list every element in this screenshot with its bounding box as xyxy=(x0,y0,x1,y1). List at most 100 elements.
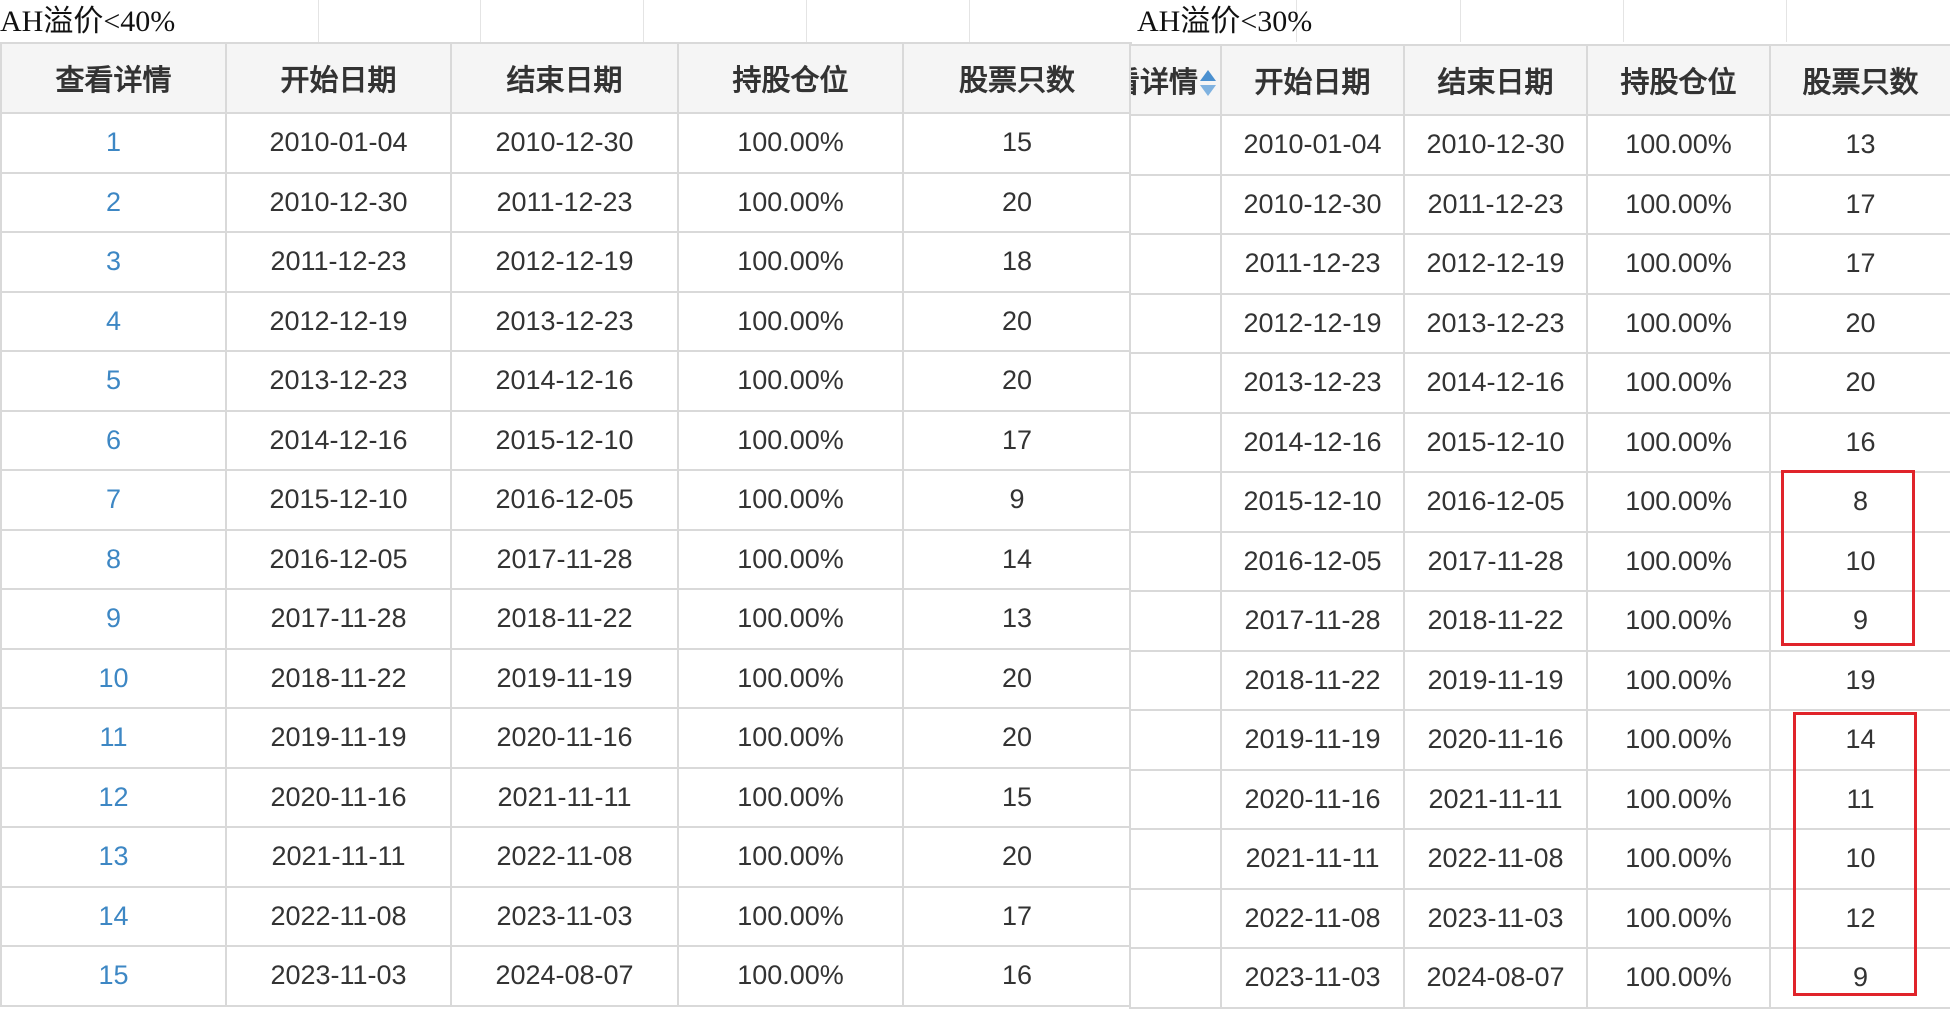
cell-start-date: 2022-11-08 xyxy=(1220,887,1405,949)
header-stock-count[interactable]: 股票只数 xyxy=(1769,44,1950,116)
cell-view-details[interactable]: 10 xyxy=(1129,649,1222,711)
cell-view-details[interactable]: 1 xyxy=(0,112,227,174)
header-position[interactable]: 持股仓位 xyxy=(1586,44,1771,116)
header-end-date[interactable]: 结束日期 xyxy=(1403,44,1588,116)
detail-link[interactable]: 6 xyxy=(1132,414,1182,470)
cell-start-date: 2018-11-22 xyxy=(225,647,452,709)
cell-view-details[interactable]: 8 xyxy=(0,528,227,590)
cell-start-date: 2023-11-03 xyxy=(1220,947,1405,1009)
cell-view-details[interactable]: 15 xyxy=(0,945,227,1007)
cell-position: 100.00% xyxy=(677,885,904,947)
cell-view-details[interactable]: 14 xyxy=(1129,887,1222,949)
detail-link[interactable]: 13 xyxy=(1132,831,1182,887)
header-end-date[interactable]: 结束日期 xyxy=(450,42,679,114)
cell-stock-count: 9 xyxy=(1769,947,1950,1009)
sort-updown-icon[interactable] xyxy=(1198,68,1218,98)
cell-start-date: 2014-12-16 xyxy=(225,409,452,471)
cell-end-date: 2024-08-07 xyxy=(450,945,679,1007)
header-start-date[interactable]: 开始日期 xyxy=(1220,44,1405,116)
cell-view-details[interactable]: 3 xyxy=(1129,233,1222,295)
cell-position: 100.00% xyxy=(1586,768,1771,830)
detail-link[interactable]: 10 xyxy=(1132,652,1182,708)
cell-start-date: 2011-12-23 xyxy=(225,231,452,293)
cell-view-details[interactable]: 13 xyxy=(0,826,227,888)
sheet-gridline xyxy=(806,0,807,42)
table-row: 2 2010-12-30 2011-12-23 100.00% 20 xyxy=(0,171,1132,233)
header-position[interactable]: 持股仓位 xyxy=(677,42,904,114)
cell-end-date: 2010-12-30 xyxy=(1403,114,1588,176)
cell-position: 100.00% xyxy=(677,766,904,828)
cell-view-details[interactable]: 7 xyxy=(0,469,227,531)
cell-view-details[interactable]: 4 xyxy=(1129,292,1222,354)
cell-view-details[interactable]: 4 xyxy=(0,290,227,352)
header-label: 查看详情 xyxy=(1132,67,1198,99)
cell-view-details[interactable]: 5 xyxy=(0,350,227,412)
cell-view-details[interactable]: 2 xyxy=(0,171,227,233)
cell-view-details[interactable]: 2 xyxy=(1129,173,1222,235)
cell-position: 100.00% xyxy=(1586,828,1771,890)
cell-view-details[interactable]: 15 xyxy=(1129,947,1222,1009)
header-view-details[interactable]: 查看详情 xyxy=(1129,44,1222,116)
detail-link[interactable]: 1 xyxy=(1132,117,1182,173)
cell-view-details[interactable]: 5 xyxy=(1129,352,1222,414)
detail-link[interactable]: 15 xyxy=(1132,950,1182,1006)
cell-stock-count: 20 xyxy=(902,171,1132,233)
detail-link[interactable]: 4 xyxy=(1132,295,1182,351)
cell-view-details[interactable]: 11 xyxy=(1129,709,1222,771)
cell-view-details[interactable]: 10 xyxy=(0,647,227,709)
cell-start-date: 2013-12-23 xyxy=(225,350,452,412)
cell-end-date: 2016-12-05 xyxy=(450,469,679,531)
cell-view-details[interactable]: 7 xyxy=(1129,471,1222,533)
cell-view-details[interactable]: 14 xyxy=(0,885,227,947)
header-stock-count[interactable]: 股票只数 xyxy=(902,42,1132,114)
cell-view-details[interactable]: 11 xyxy=(0,707,227,769)
cell-position: 100.00% xyxy=(677,112,904,174)
cell-stock-count: 16 xyxy=(1769,411,1950,473)
left-table-title: AH溢价<40% xyxy=(0,5,176,38)
detail-link[interactable]: 5 xyxy=(1132,355,1182,411)
cell-stock-count: 17 xyxy=(902,409,1132,471)
cell-view-details[interactable]: 6 xyxy=(1129,411,1222,473)
cell-stock-count: 19 xyxy=(1769,649,1950,711)
detail-link[interactable]: 7 xyxy=(1132,474,1182,530)
cell-view-details[interactable]: 8 xyxy=(1129,530,1222,592)
cell-position: 100.00% xyxy=(1586,114,1771,176)
sheet-gridline xyxy=(1296,0,1297,42)
cell-view-details[interactable]: 9 xyxy=(1129,590,1222,652)
cell-view-details[interactable]: 9 xyxy=(0,588,227,650)
detail-link[interactable]: 12 xyxy=(1132,771,1182,827)
cell-view-details[interactable]: 6 xyxy=(0,409,227,471)
detail-link[interactable]: 8 xyxy=(1132,533,1182,589)
header-view-details[interactable]: 查看详情 xyxy=(0,42,227,114)
detail-link[interactable]: 2 xyxy=(1132,176,1182,232)
table-row: 15 2023-11-03 2024-08-07 100.00% 16 xyxy=(0,945,1132,1007)
cell-end-date: 2011-12-23 xyxy=(450,171,679,233)
cell-start-date: 2012-12-19 xyxy=(1220,292,1405,354)
detail-link[interactable]: 9 xyxy=(1132,593,1182,649)
cell-view-details[interactable]: 13 xyxy=(1129,828,1222,890)
cell-stock-count: 16 xyxy=(902,945,1132,1007)
table-row: 7 2015-12-10 2016-12-05 100.00% 9 xyxy=(0,469,1132,531)
cell-position: 100.00% xyxy=(677,707,904,769)
cell-view-details[interactable]: 12 xyxy=(1129,768,1222,830)
cell-start-date: 2019-11-19 xyxy=(1220,709,1405,771)
detail-link[interactable]: 3 xyxy=(1132,236,1182,292)
cell-stock-count: 17 xyxy=(1769,233,1950,295)
cell-view-details[interactable]: 12 xyxy=(0,766,227,828)
cell-view-details[interactable]: 3 xyxy=(0,231,227,293)
detail-link[interactable]: 11 xyxy=(1132,712,1182,768)
header-start-date[interactable]: 开始日期 xyxy=(225,42,452,114)
cell-start-date: 2010-01-04 xyxy=(1220,114,1405,176)
cell-end-date: 2022-11-08 xyxy=(1403,828,1588,890)
cell-start-date: 2015-12-10 xyxy=(225,469,452,531)
table-row: 14 2022-11-08 2023-11-03 100.00% 17 xyxy=(0,885,1132,947)
detail-link[interactable]: 14 xyxy=(1132,890,1182,946)
cell-position: 100.00% xyxy=(677,409,904,471)
cell-start-date: 2016-12-05 xyxy=(225,528,452,590)
cell-view-details[interactable]: 1 xyxy=(1129,114,1222,176)
